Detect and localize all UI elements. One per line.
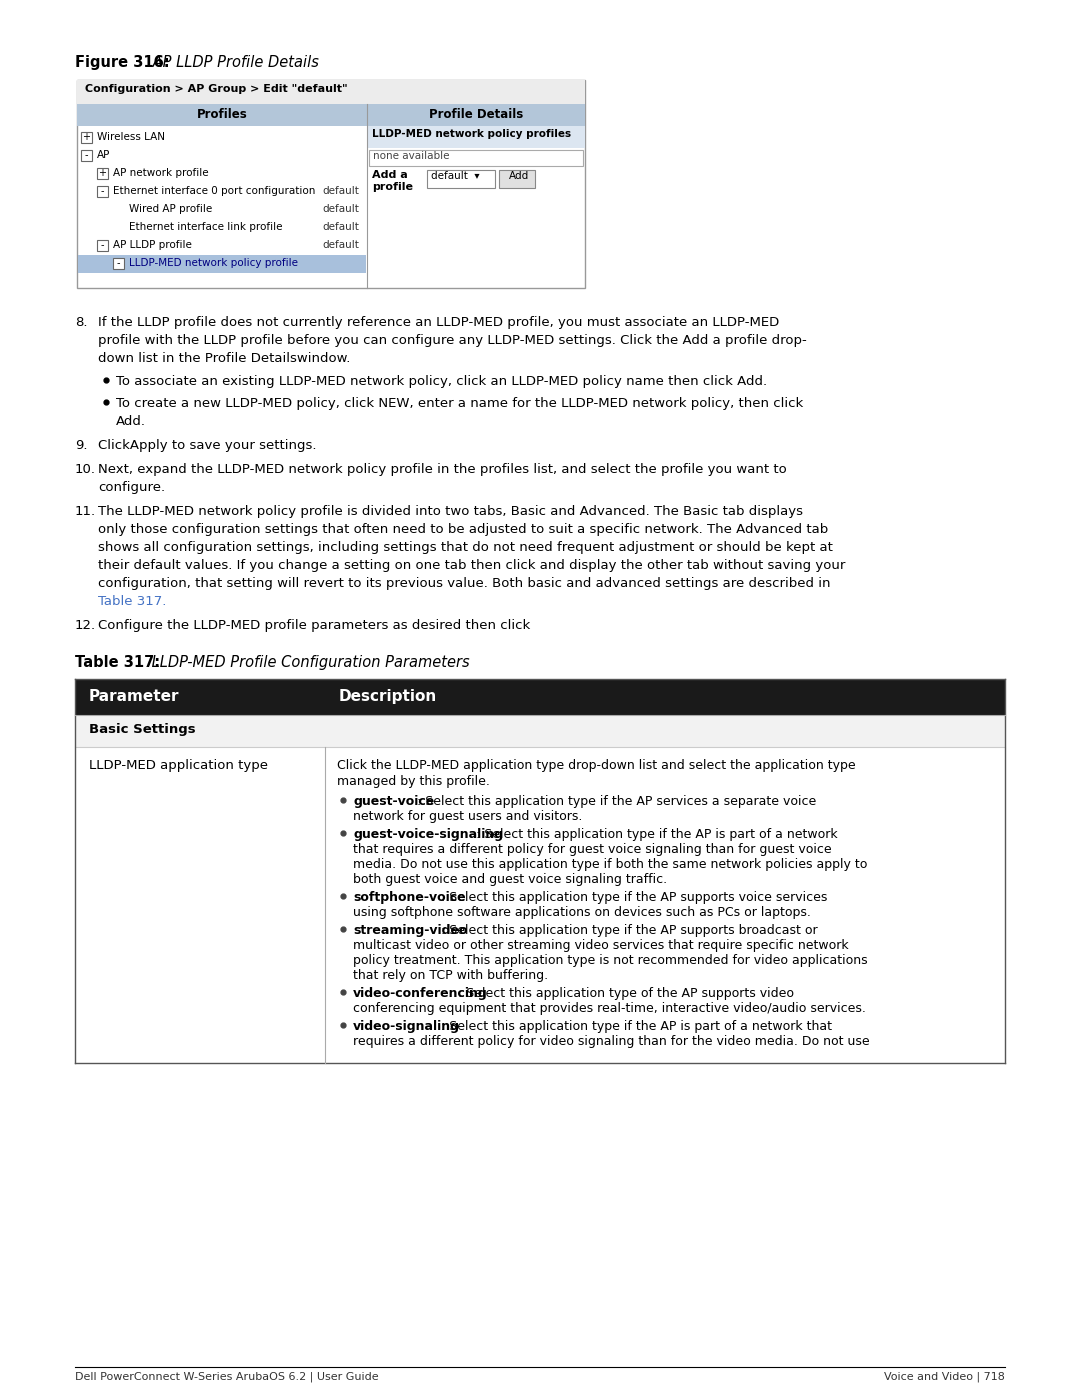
Text: none available: none available <box>373 151 449 161</box>
Text: Add.: Add. <box>116 415 146 427</box>
FancyBboxPatch shape <box>427 170 495 189</box>
Text: requires a different policy for video signaling than for the video media. Do not: requires a different policy for video si… <box>353 1035 869 1048</box>
FancyBboxPatch shape <box>77 80 585 288</box>
Text: To create a new LLDP-MED policy, click NEW, enter a name for the LLDP-MED networ: To create a new LLDP-MED policy, click N… <box>116 397 804 409</box>
Text: video-conferencing: video-conferencing <box>353 988 488 1000</box>
Text: default  ▾: default ▾ <box>431 170 480 182</box>
Text: -: - <box>100 240 105 250</box>
Text: Table 317:: Table 317: <box>75 655 160 671</box>
Text: both guest voice and guest voice signaling traffic.: both guest voice and guest voice signali… <box>353 873 667 886</box>
Text: media. Do not use this application type if both the same network policies apply : media. Do not use this application type … <box>353 858 867 870</box>
Text: profile: profile <box>372 182 413 191</box>
Text: only those configuration settings that often need to be adjusted to suit a speci: only those configuration settings that o… <box>98 522 828 536</box>
Text: : Select this application type if the AP is part of a network: : Select this application type if the AP… <box>476 828 837 841</box>
Text: guest-voice-signaling: guest-voice-signaling <box>353 828 503 841</box>
Text: +: + <box>82 131 91 142</box>
Text: Configuration > AP Group > Edit "default": Configuration > AP Group > Edit "default… <box>85 84 348 94</box>
Text: shows all configuration settings, including settings that do not need frequent a: shows all configuration settings, includ… <box>98 541 833 555</box>
Text: managed by this profile.: managed by this profile. <box>337 775 490 788</box>
Text: 10.: 10. <box>75 462 96 476</box>
Text: 8.: 8. <box>75 316 87 330</box>
Text: Table 317.: Table 317. <box>98 595 166 608</box>
Text: profile with the LLDP profile before you can configure any LLDP-MED settings. Cl: profile with the LLDP profile before you… <box>98 334 807 346</box>
Text: video-signaling: video-signaling <box>353 1020 460 1032</box>
FancyBboxPatch shape <box>77 80 585 103</box>
Text: Figure 316:: Figure 316: <box>75 54 170 70</box>
Text: Parameter: Parameter <box>89 689 179 704</box>
FancyBboxPatch shape <box>97 240 108 251</box>
Text: softphone-voice: softphone-voice <box>353 891 465 904</box>
Text: default: default <box>322 204 359 214</box>
Text: : Select this application type if the AP is part of a network that: : Select this application type if the AP… <box>441 1020 832 1032</box>
Text: -: - <box>117 258 120 268</box>
Text: that rely on TCP with buffering.: that rely on TCP with buffering. <box>353 970 549 982</box>
Text: LLDP-MED network policy profile: LLDP-MED network policy profile <box>129 258 298 268</box>
Text: -: - <box>100 186 105 196</box>
Text: Profile Details: Profile Details <box>429 108 523 122</box>
FancyBboxPatch shape <box>369 149 583 166</box>
Text: LLDP-MED Profile Configuration Parameters: LLDP-MED Profile Configuration Parameter… <box>147 655 470 671</box>
Text: -: - <box>84 149 89 161</box>
Text: Next, expand the LLDP-MED network policy profile in the profiles list, and selec: Next, expand the LLDP-MED network policy… <box>98 462 786 476</box>
FancyBboxPatch shape <box>113 258 124 270</box>
Text: Add a: Add a <box>372 170 408 180</box>
Text: Add: Add <box>509 170 529 182</box>
Text: streaming-video: streaming-video <box>353 923 468 937</box>
Text: LLDP-MED application type: LLDP-MED application type <box>89 759 268 773</box>
Text: Description: Description <box>339 689 437 704</box>
Text: 11.: 11. <box>75 504 96 518</box>
Text: : Select this application type if the AP services a separate voice: : Select this application type if the AP… <box>417 795 816 807</box>
Text: Profiles: Profiles <box>197 108 247 122</box>
Text: To associate an existing LLDP-MED network policy, click an LLDP-MED policy name : To associate an existing LLDP-MED networ… <box>116 374 767 388</box>
Text: Voice and Video | 718: Voice and Video | 718 <box>885 1372 1005 1383</box>
Text: default: default <box>322 222 359 232</box>
FancyBboxPatch shape <box>81 149 92 161</box>
Text: default: default <box>322 186 359 196</box>
Text: down list in the Profile Detailswindow.: down list in the Profile Detailswindow. <box>98 352 350 365</box>
Text: Wired AP profile: Wired AP profile <box>129 204 213 214</box>
Text: AP: AP <box>97 149 110 161</box>
Text: configuration, that setting will revert to its previous value. Both basic and ad: configuration, that setting will revert … <box>98 577 831 590</box>
Text: If the LLDP profile does not currently reference an LLDP-MED profile, you must a: If the LLDP profile does not currently r… <box>98 316 780 330</box>
Text: conferencing equipment that provides real-time, interactive video/audio services: conferencing equipment that provides rea… <box>353 1002 866 1016</box>
Text: Ethernet interface 0 port configuration: Ethernet interface 0 port configuration <box>113 186 315 196</box>
Text: guest-voice: guest-voice <box>353 795 434 807</box>
Text: network for guest users and visitors.: network for guest users and visitors. <box>353 810 582 823</box>
FancyBboxPatch shape <box>367 103 585 126</box>
Text: default: default <box>322 240 359 250</box>
FancyBboxPatch shape <box>367 126 585 148</box>
FancyBboxPatch shape <box>97 168 108 179</box>
Text: ClickApply to save your settings.: ClickApply to save your settings. <box>98 439 316 453</box>
Text: Dell PowerConnect W-Series ArubaOS 6.2 | User Guide: Dell PowerConnect W-Series ArubaOS 6.2 |… <box>75 1372 379 1383</box>
Text: Wireless LAN: Wireless LAN <box>97 131 165 142</box>
FancyBboxPatch shape <box>78 256 366 272</box>
Text: that requires a different policy for guest voice signaling than for guest voice: that requires a different policy for gue… <box>353 842 832 856</box>
Text: +: + <box>98 168 107 177</box>
Text: AP LLDP profile: AP LLDP profile <box>113 240 192 250</box>
Text: The LLDP-MED network policy profile is divided into two tabs, Basic and Advanced: The LLDP-MED network policy profile is d… <box>98 504 804 518</box>
Text: configure.: configure. <box>98 481 165 495</box>
Text: Click the LLDP-MED application type drop-down list and select the application ty: Click the LLDP-MED application type drop… <box>337 759 855 773</box>
Text: LLDP-MED network policy profiles: LLDP-MED network policy profiles <box>372 129 571 138</box>
FancyBboxPatch shape <box>499 170 535 189</box>
Text: 12.: 12. <box>75 619 96 631</box>
Text: : Select this application type of the AP supports video: : Select this application type of the AP… <box>458 988 794 1000</box>
Text: AP network profile: AP network profile <box>113 168 208 177</box>
FancyBboxPatch shape <box>81 131 92 142</box>
Text: policy treatment. This application type is not recommended for video application: policy treatment. This application type … <box>353 954 867 967</box>
Text: Configure the LLDP-MED profile parameters as desired then click: Configure the LLDP-MED profile parameter… <box>98 619 530 631</box>
Text: multicast video or other streaming video services that require specific network: multicast video or other streaming video… <box>353 939 849 951</box>
FancyBboxPatch shape <box>97 186 108 197</box>
Text: using softphone software applications on devices such as PCs or laptops.: using softphone software applications on… <box>353 907 811 919</box>
FancyBboxPatch shape <box>77 103 367 126</box>
Text: Ethernet interface link profile: Ethernet interface link profile <box>129 222 283 232</box>
FancyBboxPatch shape <box>75 715 1005 747</box>
FancyBboxPatch shape <box>75 679 1005 715</box>
Text: 9.: 9. <box>75 439 87 453</box>
Text: : Select this application type if the AP supports broadcast or: : Select this application type if the AP… <box>441 923 818 937</box>
Text: : Select this application type if the AP supports voice services: : Select this application type if the AP… <box>441 891 827 904</box>
Text: AP LLDP Profile Details: AP LLDP Profile Details <box>148 54 319 70</box>
Text: their default values. If you change a setting on one tab then click and display : their default values. If you change a se… <box>98 559 846 571</box>
Text: Basic Settings: Basic Settings <box>89 724 195 736</box>
